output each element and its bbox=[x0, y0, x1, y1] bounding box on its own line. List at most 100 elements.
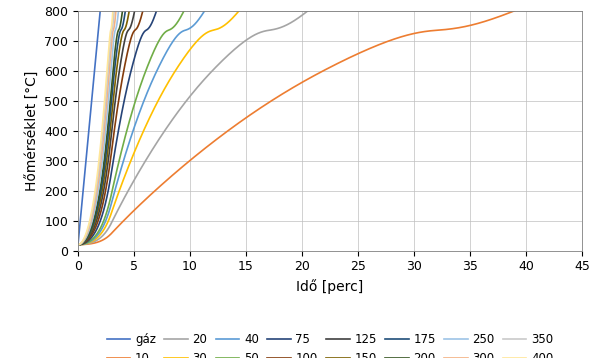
150 bbox=[110, 93, 117, 97]
100 bbox=[113, 108, 121, 112]
150 bbox=[81, 240, 88, 244]
Line: 150: 150 bbox=[78, 11, 129, 245]
125 bbox=[101, 179, 109, 184]
250 bbox=[91, 207, 98, 212]
gáz bbox=[74, 242, 82, 247]
gáz bbox=[75, 233, 82, 237]
75 bbox=[74, 242, 82, 247]
175 bbox=[122, 9, 129, 13]
300 bbox=[74, 242, 82, 247]
Line: 100: 100 bbox=[78, 11, 143, 245]
gáz bbox=[80, 180, 88, 184]
400 bbox=[78, 240, 85, 245]
100 bbox=[122, 57, 130, 61]
gáz bbox=[95, 20, 103, 24]
10 bbox=[160, 181, 167, 185]
200 bbox=[82, 238, 89, 242]
400 bbox=[87, 214, 94, 218]
200 bbox=[76, 242, 83, 246]
75 bbox=[75, 242, 82, 247]
125 bbox=[130, 16, 137, 20]
175 bbox=[74, 242, 82, 247]
30 bbox=[181, 55, 188, 60]
175 bbox=[112, 54, 119, 59]
Line: 20: 20 bbox=[78, 11, 308, 245]
400 bbox=[85, 223, 92, 227]
20 bbox=[190, 90, 197, 94]
30 bbox=[74, 242, 82, 247]
40 bbox=[100, 223, 107, 228]
40 bbox=[179, 29, 186, 34]
40 bbox=[187, 26, 194, 30]
50 bbox=[84, 240, 91, 245]
Line: 30: 30 bbox=[78, 11, 239, 245]
30 bbox=[172, 68, 179, 72]
175 bbox=[105, 131, 112, 135]
125 bbox=[124, 29, 131, 33]
40 bbox=[191, 21, 199, 26]
350 bbox=[110, 9, 118, 13]
300 bbox=[98, 157, 105, 161]
400 bbox=[109, 9, 116, 13]
100 bbox=[74, 242, 82, 247]
125 bbox=[92, 222, 99, 226]
125 bbox=[129, 19, 136, 23]
10 bbox=[405, 33, 412, 37]
100 bbox=[128, 33, 136, 38]
Line: 350: 350 bbox=[78, 11, 114, 245]
350 bbox=[76, 242, 83, 246]
250 bbox=[111, 30, 118, 35]
10 bbox=[500, 13, 507, 17]
20 bbox=[145, 153, 152, 158]
30 bbox=[79, 242, 86, 246]
20 bbox=[182, 99, 190, 103]
150 bbox=[105, 142, 112, 146]
10 bbox=[511, 9, 518, 13]
gáz bbox=[76, 228, 83, 233]
175 bbox=[77, 242, 85, 246]
30 bbox=[151, 106, 158, 110]
200 bbox=[119, 9, 126, 13]
300 bbox=[112, 9, 119, 13]
Line: 40: 40 bbox=[78, 11, 205, 245]
350 bbox=[94, 181, 101, 185]
350 bbox=[106, 57, 113, 61]
Line: 300: 300 bbox=[78, 11, 116, 245]
400 bbox=[86, 219, 93, 223]
250 bbox=[80, 240, 87, 244]
50 bbox=[76, 242, 83, 247]
Y-axis label: Hőmérséklet [°C]: Hőmérséklet [°C] bbox=[25, 71, 39, 191]
400 bbox=[108, 22, 115, 26]
200 bbox=[89, 220, 97, 224]
250 bbox=[103, 116, 110, 121]
150 bbox=[101, 176, 108, 181]
Line: 175: 175 bbox=[78, 11, 125, 245]
30 bbox=[233, 11, 241, 15]
200 bbox=[104, 128, 111, 132]
Line: 200: 200 bbox=[78, 11, 122, 245]
250 bbox=[74, 242, 82, 247]
Line: 50: 50 bbox=[78, 11, 184, 245]
Line: 125: 125 bbox=[78, 11, 134, 245]
100 bbox=[103, 185, 110, 190]
50 bbox=[77, 242, 85, 247]
150 bbox=[125, 9, 133, 13]
10 bbox=[481, 19, 488, 24]
40 bbox=[201, 9, 208, 13]
30 bbox=[233, 12, 240, 16]
Line: 400: 400 bbox=[78, 11, 113, 245]
20 bbox=[304, 9, 311, 13]
300 bbox=[79, 240, 86, 244]
250 bbox=[89, 218, 96, 222]
100 bbox=[139, 9, 146, 13]
100 bbox=[112, 119, 119, 124]
20 bbox=[194, 84, 202, 88]
300 bbox=[100, 132, 107, 136]
75 bbox=[132, 51, 139, 55]
50 bbox=[113, 168, 121, 173]
100 bbox=[115, 96, 122, 100]
150 bbox=[101, 173, 108, 177]
50 bbox=[74, 242, 82, 247]
30 bbox=[235, 9, 242, 13]
150 bbox=[94, 212, 101, 217]
